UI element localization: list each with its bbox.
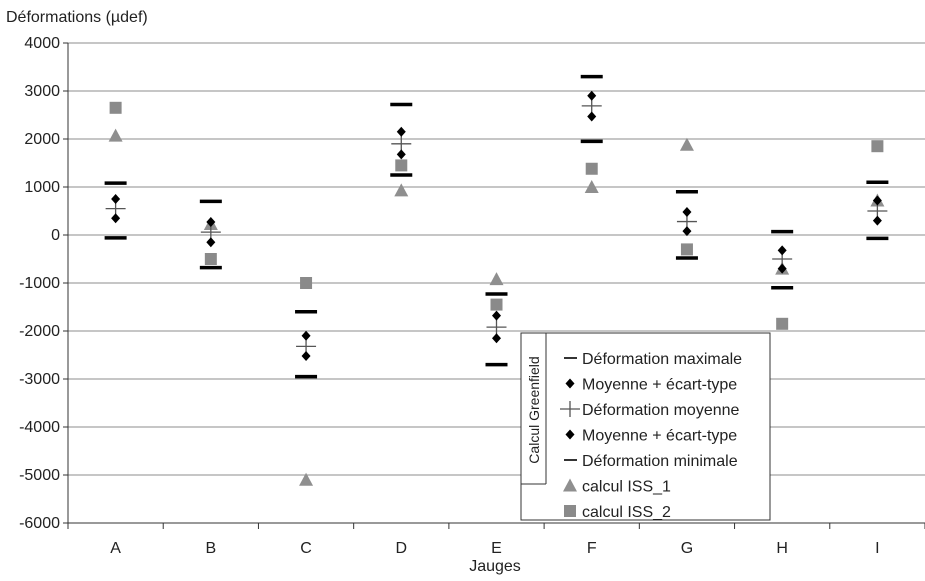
data-point-diamond	[872, 195, 882, 206]
data-point-square	[300, 277, 313, 289]
data-point-plus	[486, 319, 507, 336]
series-1	[111, 90, 882, 341]
series-3	[111, 111, 882, 361]
data-point-square	[204, 253, 217, 265]
data-point-diamond	[206, 237, 216, 248]
y-tick-label: 3000	[24, 83, 60, 100]
x-tick-label: F	[587, 540, 597, 557]
legend-label: Moyenne + écart-type	[582, 377, 737, 394]
data-point-diamond	[777, 263, 787, 274]
legend-group-label: Calcul Greenfield	[526, 356, 542, 463]
x-tick-label: D	[395, 540, 407, 557]
data-point-diamond	[492, 310, 501, 321]
x-tick-label: C	[300, 540, 312, 557]
data-point-diamond	[396, 126, 406, 137]
y-tick-label: -1000	[19, 275, 60, 292]
data-marks	[104, 74, 889, 486]
data-point-triangle	[679, 137, 694, 151]
data-point-square	[871, 140, 884, 153]
legend-label: Déformation moyenne	[582, 402, 740, 419]
data-point-square	[680, 243, 693, 256]
series-4	[104, 139, 889, 379]
legend-marker-square	[564, 505, 576, 517]
data-point-diamond	[111, 194, 121, 204]
legend-marker-diamond	[565, 378, 575, 389]
y-tick-label: 1000	[24, 179, 60, 196]
y-axis: 4000 3000 2000 1000 0 -1000 -2000 -3000 -4000 -50…	[19, 35, 69, 532]
y-tick-label: -4000	[19, 419, 60, 436]
data-point-triangle	[584, 180, 599, 193]
data-point-diamond	[587, 111, 597, 122]
legend-box	[520, 332, 771, 521]
data-point-square	[109, 101, 122, 114]
legend-marker-diamond	[565, 429, 575, 440]
data-point-triangle	[299, 472, 314, 486]
y-tick-label: -3000	[19, 371, 60, 388]
data-point-square	[395, 159, 408, 172]
data-point-diamond	[301, 330, 311, 341]
y-tick-label: 0	[51, 227, 60, 244]
data-point-diamond	[301, 350, 311, 361]
data-point-diamond	[872, 215, 882, 226]
x-tick-label: A	[110, 540, 121, 557]
data-point-square	[585, 162, 598, 175]
legend-label: Déformation minimale	[582, 453, 738, 470]
data-point-diamond	[206, 217, 216, 228]
data-point-diamond	[492, 333, 501, 344]
data-point-diamond	[682, 226, 692, 237]
legend-marker-plus	[560, 401, 580, 417]
x-tick-label: H	[776, 540, 788, 557]
x-axis: A B C D E F G H I	[67, 522, 925, 557]
data-point-plus	[391, 135, 412, 152]
y-tick-label: 2000	[24, 131, 60, 148]
data-point-triangle	[108, 128, 123, 142]
data-point-diamond	[111, 213, 121, 224]
x-tick-label: B	[205, 540, 216, 557]
data-point-square	[490, 298, 503, 311]
y-tick-label: -6000	[19, 515, 60, 532]
y-tick-label: 4000	[24, 35, 60, 52]
x-tick-label: I	[875, 540, 879, 557]
data-point-triangle	[394, 183, 409, 197]
data-point-diamond	[396, 149, 406, 160]
y-tick-label: -2000	[19, 323, 60, 340]
legend-label: calcul ISS_2	[582, 504, 671, 521]
series-6	[109, 101, 884, 330]
x-axis-title: Jauges	[469, 558, 521, 575]
data-point-square	[776, 317, 789, 330]
x-tick-label: G	[681, 540, 693, 557]
y-axis-title: Déformations (µdef)	[6, 9, 148, 26]
data-point-triangle	[489, 272, 504, 286]
legend-label: Déformation maximale	[582, 351, 742, 368]
data-point-diamond	[682, 206, 692, 217]
data-point-diamond	[587, 90, 597, 101]
legend-marker-triangle	[563, 478, 577, 492]
legend-label: calcul ISS_1	[582, 479, 671, 496]
x-tick-label: E	[491, 540, 502, 557]
legend-label: Moyenne + écart-type	[582, 428, 737, 445]
legend-items: Déformation maximale Moyenne + écart-type…	[560, 351, 742, 521]
legend: Calcul Greenfield Déformation maximale Mo…	[520, 332, 771, 521]
series-0	[104, 74, 889, 314]
data-point-diamond	[777, 245, 787, 256]
y-tick-label: -5000	[19, 467, 60, 484]
